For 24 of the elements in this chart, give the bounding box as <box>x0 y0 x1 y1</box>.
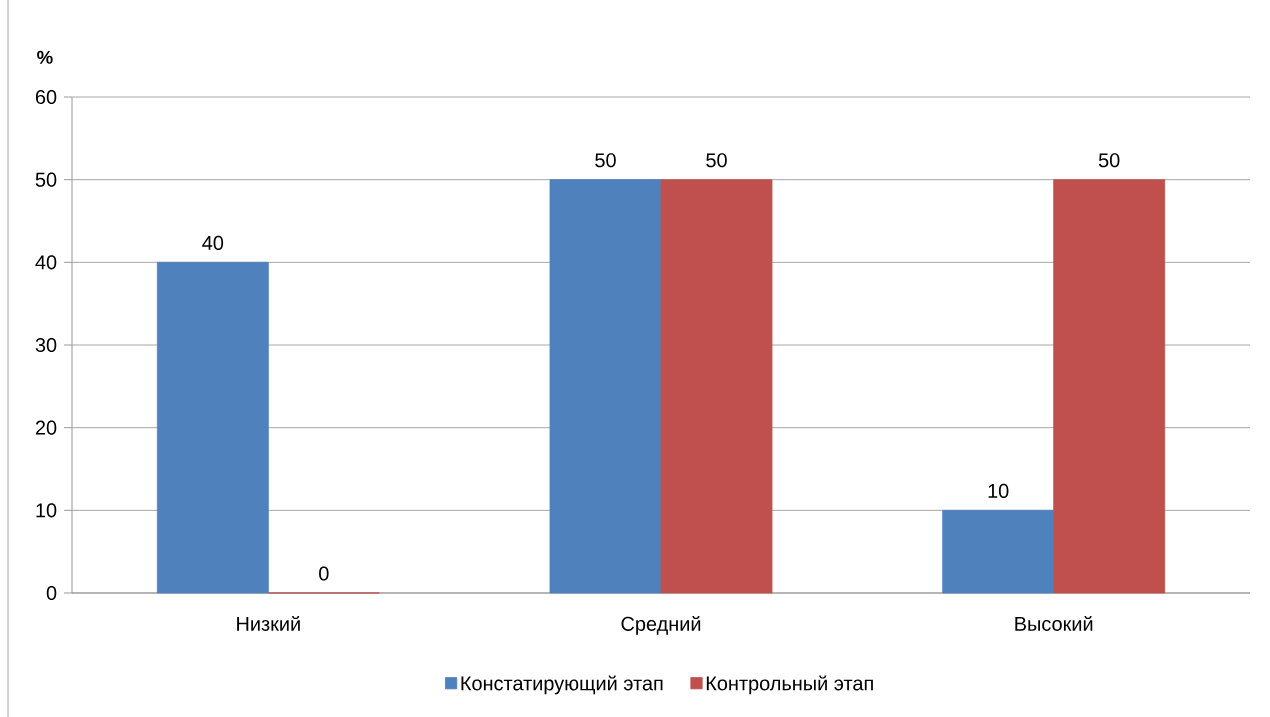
y-tick-label: 50 <box>35 172 57 187</box>
bar <box>156 261 269 594</box>
data-label: 0 <box>319 566 329 581</box>
data-label: 50 <box>706 153 727 168</box>
legend-label: Контрольный этап <box>706 675 873 695</box>
x-tick-label: Высокий <box>1015 615 1093 631</box>
y-tick-label: 40 <box>35 255 57 270</box>
bar <box>660 179 773 594</box>
x-tick-label: Средний <box>621 615 701 635</box>
bar <box>942 509 1055 594</box>
data-label: 50 <box>1098 153 1120 168</box>
y-tick-label: 20 <box>35 420 57 435</box>
x-tick-label: Низкий <box>237 615 300 631</box>
data-label: 50 <box>595 153 616 168</box>
y-tick-label: 30 <box>35 337 57 353</box>
y-tick-label: 60 <box>35 89 57 105</box>
bar <box>549 179 662 594</box>
bar <box>1053 179 1166 594</box>
y-tick-label: 0 <box>46 585 57 601</box>
y-axis-title: % <box>37 50 53 64</box>
data-label: 10 <box>988 483 1009 498</box>
legend-label: Констатирующий этап <box>461 675 663 695</box>
data-label: 40 <box>202 235 224 250</box>
y-tick-label: 10 <box>36 503 57 518</box>
